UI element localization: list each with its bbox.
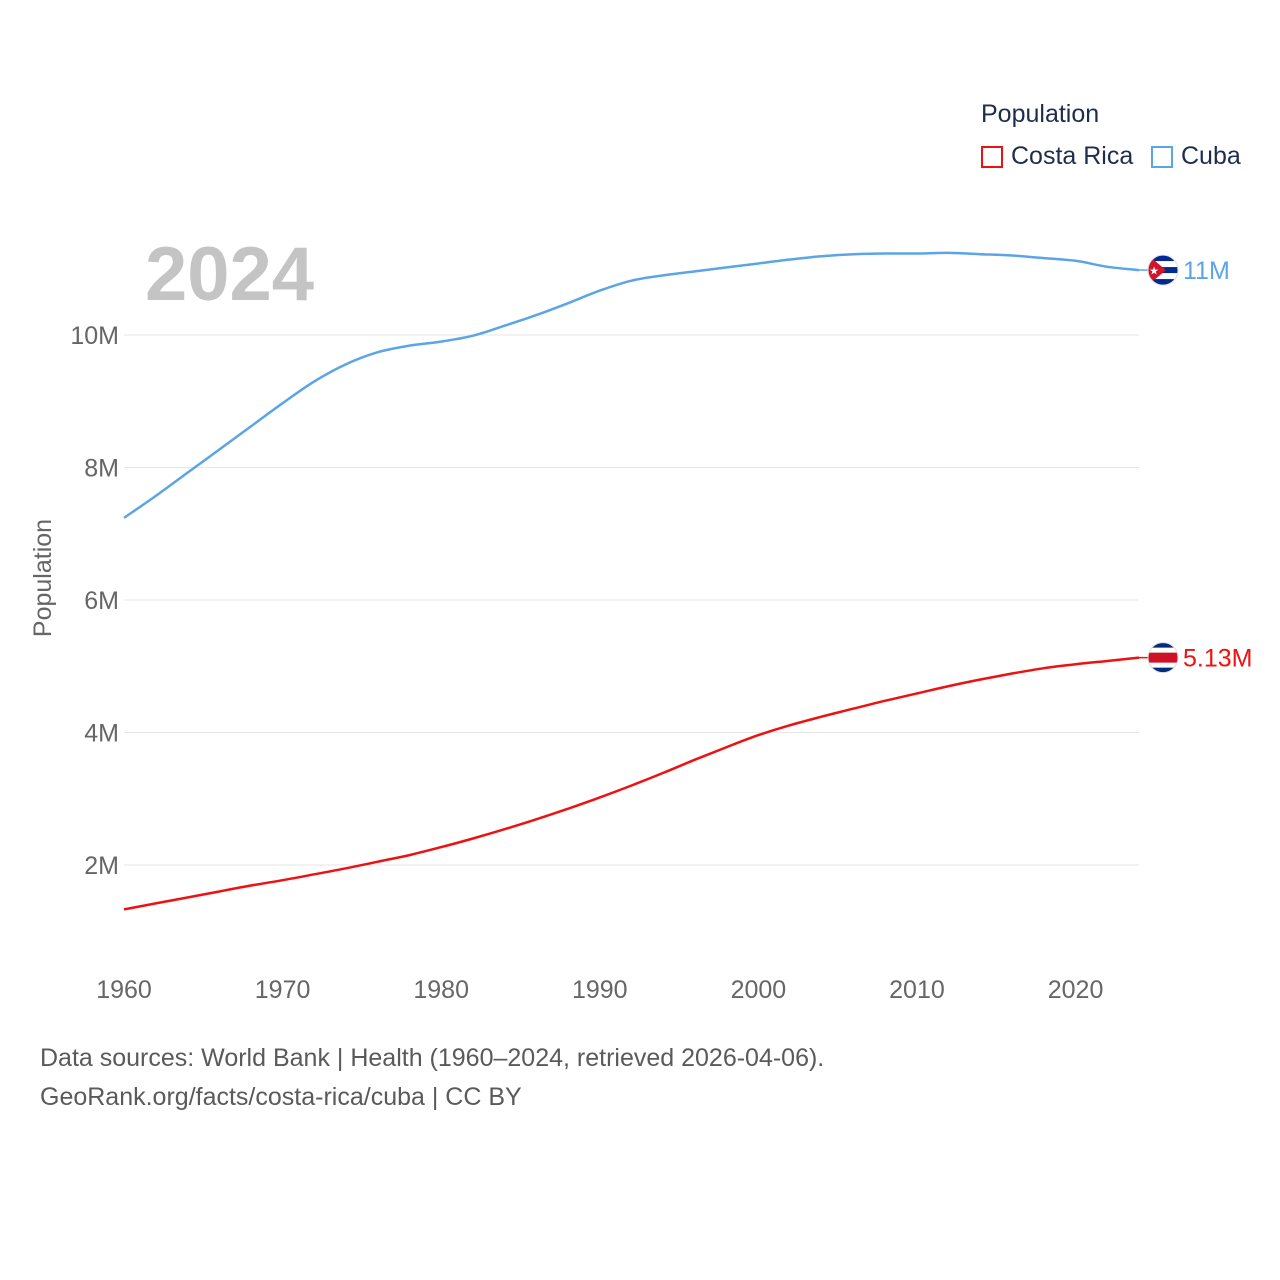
legend-item-cuba[interactable]: Cuba: [1151, 142, 1241, 171]
x-tick-label: 1990: [572, 976, 628, 1004]
y-tick-label: 4M: [84, 720, 119, 748]
cuba-flag-icon: ★: [1147, 254, 1179, 286]
y-tick-label: 10M: [70, 322, 119, 350]
x-tick-label: 2010: [889, 976, 945, 1004]
x-tick-label: 1980: [413, 976, 469, 1004]
x-tick-label: 2000: [731, 976, 787, 1004]
series-line-costa-rica: [123, 656, 1140, 911]
series-lines: [123, 251, 1140, 911]
legend-label-cuba: Cuba: [1181, 142, 1241, 170]
x-tick-label: 1960: [96, 976, 152, 1004]
legend-label-costa-rica: Costa Rica: [1011, 142, 1134, 170]
costa-rica-flag-icon: [1147, 642, 1179, 674]
legend-swatch-costa-rica: [981, 145, 1003, 168]
series-line-cuba: [123, 251, 1140, 519]
y-tick-label: 8M: [84, 455, 119, 483]
svg-text:★: ★: [1149, 265, 1159, 278]
end-value-label-cuba: 11M: [1183, 257, 1230, 285]
y-axis-ticks: 2M 4M 6M 8M 10M: [70, 322, 119, 880]
x-tick-label: 2020: [1048, 976, 1104, 1004]
source-note: Data sources: World Bank | Health (1960–…: [40, 1044, 825, 1072]
legend-title: Population: [981, 100, 1100, 128]
y-tick-label: 2M: [84, 852, 119, 880]
source-url: GeoRank.org/facts/costa-rica/cuba | CC B…: [40, 1083, 522, 1111]
legend-item-costa-rica[interactable]: Costa Rica: [981, 142, 1133, 171]
end-markers: 5.13M ★ 11M: [1139, 254, 1252, 674]
y-tick-label: 6M: [84, 587, 119, 615]
y-axis-label: Population: [29, 519, 57, 637]
x-tick-label: 1970: [255, 976, 311, 1004]
year-label: 2024: [145, 232, 314, 317]
gridlines: [124, 334, 1139, 866]
x-axis-ticks: 1960 1970 1980 1990 2000 2010 2020: [96, 976, 1103, 1004]
legend-swatch-cuba: [1151, 145, 1173, 168]
end-value-label-costa-rica: 5.13M: [1183, 645, 1252, 673]
